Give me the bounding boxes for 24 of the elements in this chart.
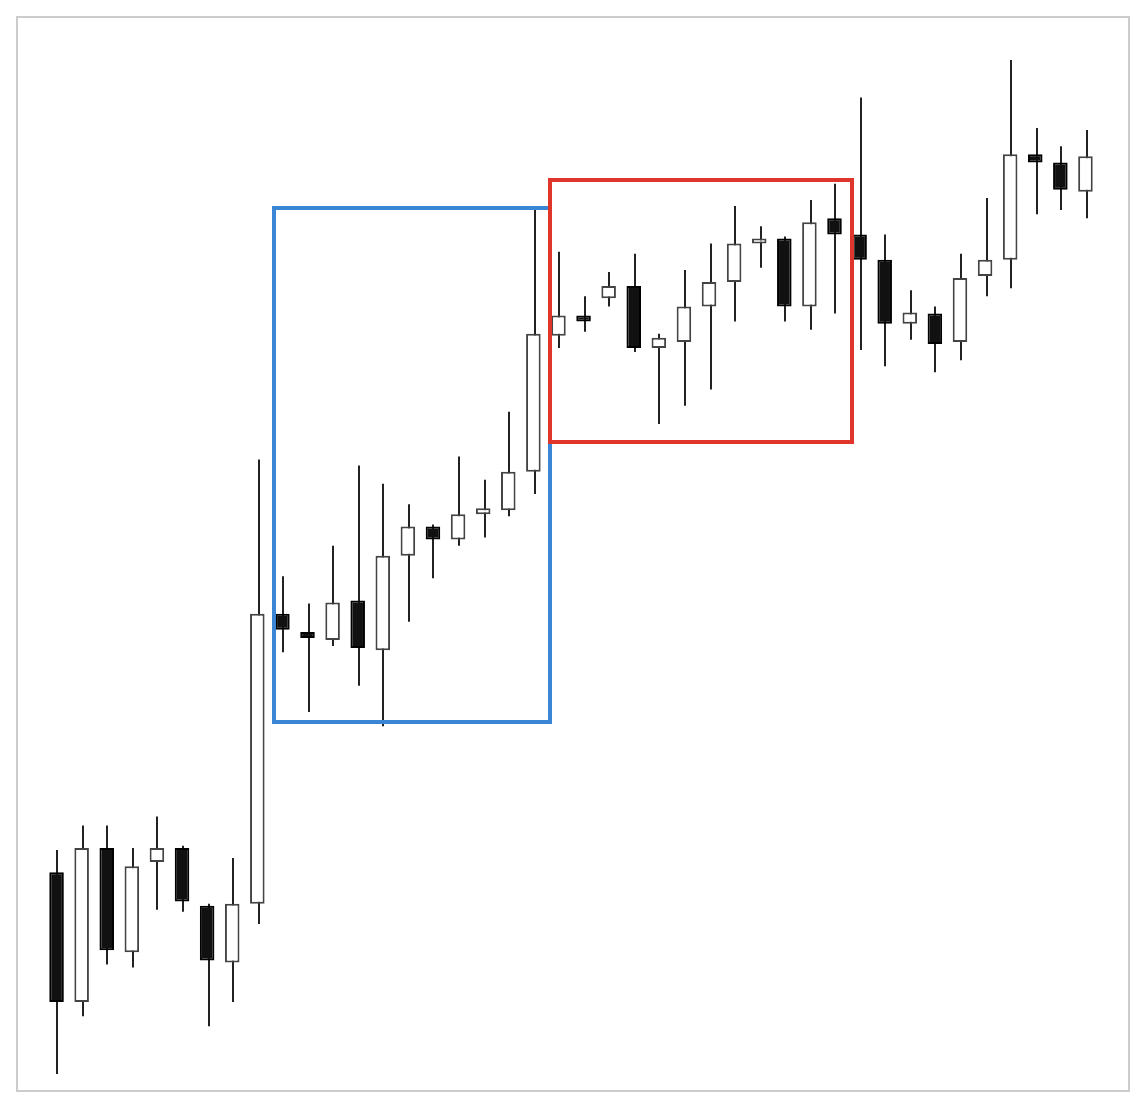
candlestick — [576, 295, 591, 333]
candlestick — [300, 602, 315, 713]
candlestick — [751, 225, 767, 269]
candlestick — [852, 96, 867, 351]
candlestick — [902, 289, 918, 341]
candlestick — [425, 523, 441, 580]
candlestick — [475, 478, 491, 539]
candlestick — [350, 464, 365, 687]
candlestick — [450, 455, 466, 547]
candlestick — [1053, 145, 1068, 212]
candlestick — [500, 410, 516, 518]
candlestick — [651, 332, 667, 426]
candlestick — [1027, 126, 1043, 216]
candlestick — [927, 305, 943, 374]
candlestick — [977, 196, 993, 298]
candlestick — [149, 815, 165, 911]
candlestick — [275, 575, 290, 654]
candlestick — [676, 268, 692, 407]
candlestick — [1078, 128, 1093, 220]
candlestick — [325, 544, 340, 648]
candlestick — [827, 182, 842, 315]
candlestick — [701, 242, 717, 391]
candlestick — [726, 205, 742, 323]
candlestick — [400, 503, 416, 623]
